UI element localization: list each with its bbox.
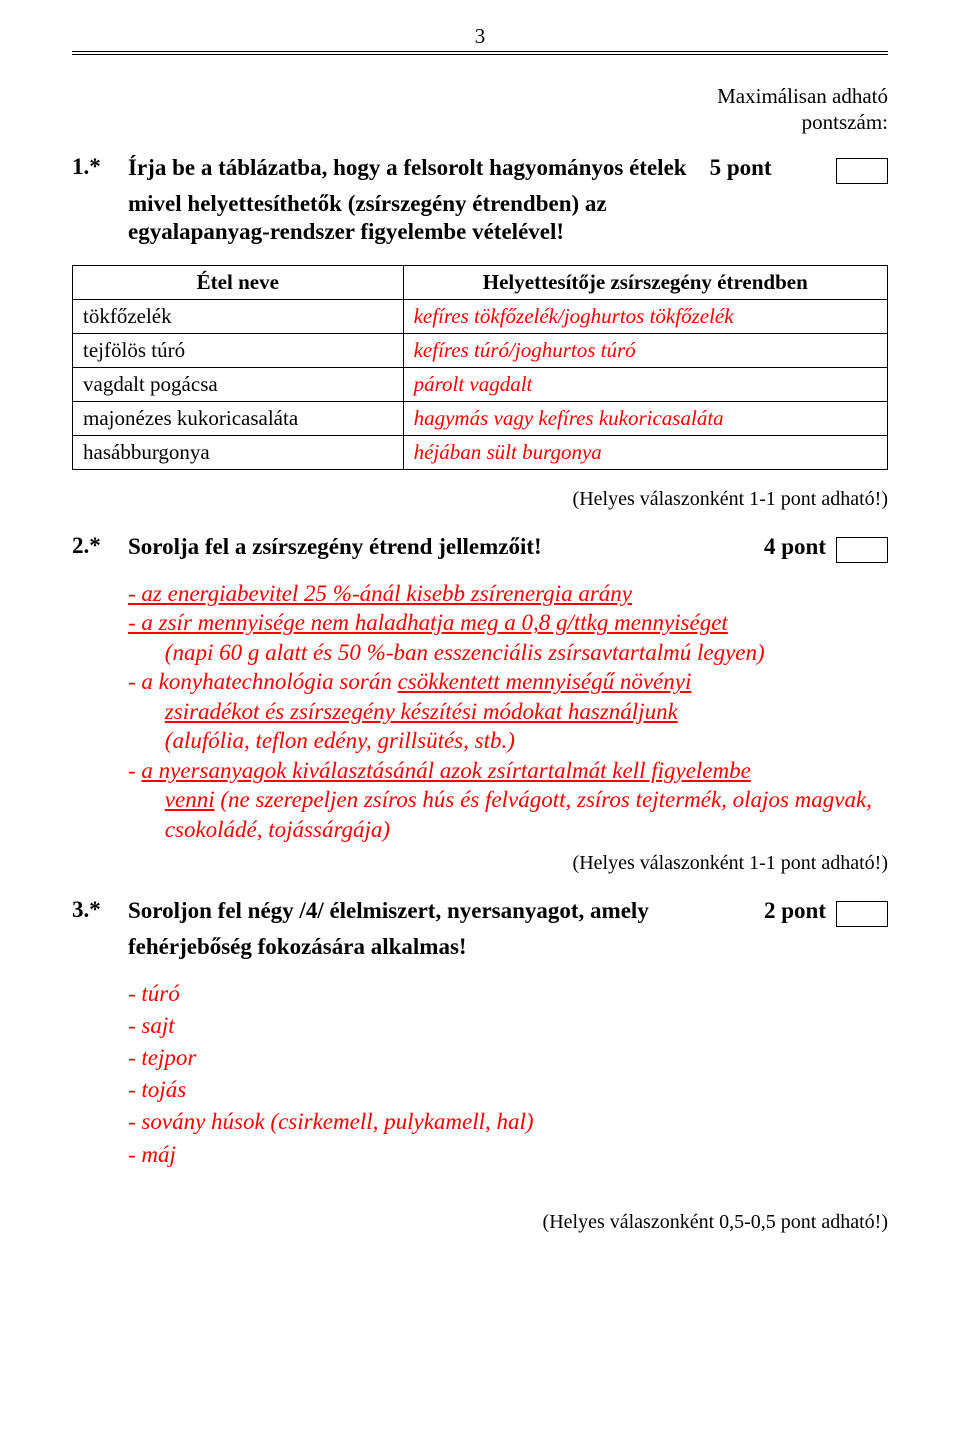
q3-number: 3.* [72,897,128,923]
q3-answer-item: - sovány húsok (csirkemell, pulykamell, … [128,1106,888,1138]
q2-a2-paren: (napi 60 g alatt és 50 %-ban esszenciáli… [128,638,888,667]
q1-body: Írja be a táblázatba, hogy a felsorolt h… [128,154,836,183]
q3-answer-item: - tojás [128,1074,888,1106]
question-3: 3.* Soroljon fel négy /4/ élelmiszert, n… [72,897,888,927]
q2-a4-u2: venni [165,787,215,812]
substitution-table: Étel neve Helyettesítője zsírszegény étr… [72,265,888,470]
q2-number: 2.* [72,533,128,559]
q3-answer-item: - sajt [128,1010,888,1042]
q2-a1: - az energiabevitel 25 %-ánál kisebb zsí… [128,581,632,606]
points-header-line2: pontszám: [802,110,888,134]
q2-a3-pre: - a konyhatechnológia során [128,669,398,694]
q3-line1: Soroljon fel négy /4/ élelmiszert, nyers… [128,898,649,923]
food-cell: majonézes kukoricasaláta [73,402,404,436]
food-cell: tökfőzelék [73,300,404,334]
sub-cell: hagymás vagy kefíres kukoricasaláta [403,402,887,436]
table-row: tejfölös túró kefíres túró/joghurtos túr… [73,334,888,368]
table-head-left: Étel neve [73,266,404,300]
note-3: (Helyes válaszonként 0,5-0,5 pont adható… [72,1211,888,1234]
table-head-right: Helyettesítője zsírszegény étrendben [403,266,887,300]
q3-score-box [836,901,888,927]
q2-a4-rest: (ne szerepeljen zsíros hús és felvágott,… [165,787,872,841]
top-rule [72,51,888,55]
page: 3 Maximálisan adható pontszám: 1.* Írja … [0,0,960,1316]
q3-answer-item: - máj [128,1139,888,1171]
q2-a4-u1: a nyersanyagok kiválasztásánál azok zsír… [141,758,750,783]
q2-text: Sorolja fel a zsírszegény étrend jellemz… [128,534,542,559]
q2-a4-pre: - [128,758,141,783]
q2-a3-u1: csökkentett mennyiségű növényi [398,669,692,694]
sub-cell: héjában sült burgonya [403,436,887,470]
q1-line1: Írja be a táblázatba, hogy a felsorolt h… [128,155,687,180]
q1-line3: egyalapanyag-rendszer figyelembe vételév… [128,219,564,244]
note-2: (Helyes válaszonként 1-1 pont adható!) [72,852,888,875]
table-row: vagdalt pogácsa párolt vagdalt [73,368,888,402]
food-cell: tejfölös túró [73,334,404,368]
table-row: majonézes kukoricasaláta hagymás vagy ke… [73,402,888,436]
sub-cell: kefíres tökfőzelék/joghurtos tökfőzelék [403,300,887,334]
q3-line2: fehérjebőség fokozására alkalmas! [128,934,467,959]
q3-answer-item: - tejpor [128,1042,888,1074]
q1-points: 5 pont [710,155,772,180]
q3-points: 2 pont [764,897,826,926]
q2-a3-paren: (alufólia, teflon edény, grillsütés, stb… [128,726,888,755]
question-2: 2.* Sorolja fel a zsírszegény étrend jel… [72,533,888,563]
food-cell: vagdalt pogácsa [73,368,404,402]
q2-score-box [836,537,888,563]
points-header: Maximálisan adható pontszám: [72,83,888,136]
q1-continuation: mivel helyettesíthetők (zsírszegény étre… [128,190,888,248]
points-header-line1: Maximálisan adható [717,84,888,108]
q3-body: Soroljon fel négy /4/ élelmiszert, nyers… [128,897,836,926]
q1-number: 1.* [72,154,128,180]
q3-answers: - túró - sajt - tejpor - tojás - sovány … [128,978,888,1171]
q1-score-box [836,158,888,184]
q2-answers: - az energiabevitel 25 %-ánál kisebb zsí… [128,579,888,844]
food-cell: hasábburgonya [73,436,404,470]
question-1: 1.* Írja be a táblázatba, hogy a felsoro… [72,154,888,184]
q2-a2: - a zsír mennyisége nem haladhatja meg a… [128,610,728,635]
page-number: 3 [72,24,888,49]
q3-continuation: fehérjebőség fokozására alkalmas! [128,933,888,962]
q2-body: Sorolja fel a zsírszegény étrend jellemz… [128,533,836,562]
sub-cell: kefíres túró/joghurtos túró [403,334,887,368]
table-row: hasábburgonya héjában sült burgonya [73,436,888,470]
q2-a3-u2: zsiradékot és zsírszegény készítési módo… [165,699,678,724]
table-row: tökfőzelék kefíres tökfőzelék/joghurtos … [73,300,888,334]
q3-answer-item: - túró [128,978,888,1010]
q1-line2: mivel helyettesíthetők (zsírszegény étre… [128,191,607,216]
sub-cell: párolt vagdalt [403,368,887,402]
q2-points: 4 pont [764,533,826,562]
note-1: (Helyes válaszonként 1-1 pont adható!) [72,488,888,511]
